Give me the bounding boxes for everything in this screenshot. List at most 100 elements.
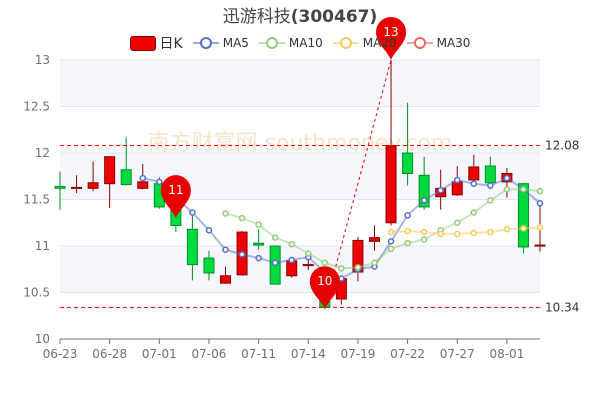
x-tick-label: 07-14 xyxy=(291,347,326,361)
ma-point xyxy=(288,256,295,264)
candle-06-27 xyxy=(87,161,99,192)
ma-point xyxy=(238,251,246,258)
ma-legend-icon xyxy=(406,37,433,49)
ma-point xyxy=(305,250,312,257)
y-tick-label: 10 xyxy=(35,332,50,346)
ma-point xyxy=(255,254,262,262)
ma-point xyxy=(453,176,461,184)
candle-body xyxy=(253,242,265,246)
legend-label: MA20 xyxy=(362,36,397,50)
ma-legend-icon xyxy=(332,37,359,49)
x-tick-label: 07-22 xyxy=(390,347,425,361)
candle-body xyxy=(203,257,215,274)
y-tick-label: 12 xyxy=(35,146,50,160)
legend-label: MA30 xyxy=(436,36,471,50)
candle-body xyxy=(104,156,116,185)
pin-shape xyxy=(376,17,407,61)
legend-item-ma5[interactable]: MA5 xyxy=(192,36,249,50)
legend-item-日k[interactable]: 日K xyxy=(129,33,183,53)
stock-name: 迅游科技 xyxy=(222,7,291,27)
candle-body xyxy=(418,174,430,208)
y-tick-label: 12.5 xyxy=(23,100,50,114)
stock-code: (300467) xyxy=(290,7,378,27)
mark-line-label: 10.34 xyxy=(545,300,579,314)
ma-point xyxy=(470,180,478,187)
y-tick-label: 11.5 xyxy=(23,193,50,207)
ma-point xyxy=(238,214,246,222)
ma-point xyxy=(271,234,279,241)
ma-point xyxy=(420,228,428,236)
legend-item-ma10[interactable]: MA10 xyxy=(258,36,323,50)
candle-07-06 xyxy=(203,250,215,281)
ma-line-ma20 xyxy=(390,226,541,235)
candle-body xyxy=(120,169,132,186)
ma-point xyxy=(503,226,511,233)
ma-point xyxy=(470,209,478,216)
candle-06-24 xyxy=(71,175,83,193)
chart-title: 迅游科技(300467) xyxy=(0,2,600,27)
legend-label: MA5 xyxy=(222,36,249,50)
ma-point xyxy=(288,240,295,248)
y-tick-label: 11 xyxy=(35,239,50,253)
ma-point xyxy=(487,228,494,236)
candle-body xyxy=(402,152,414,174)
ma-point xyxy=(156,178,163,186)
ma-point xyxy=(437,186,444,194)
candle-07-22 xyxy=(402,102,414,186)
candle-08-02 xyxy=(517,182,529,254)
x-tick-label: 07-19 xyxy=(340,347,375,361)
ma-point xyxy=(520,186,527,193)
candle-body xyxy=(137,181,149,189)
candle-07-20 xyxy=(368,225,380,251)
candle-body xyxy=(468,166,480,181)
ma-point xyxy=(222,210,229,217)
candle-06-23 xyxy=(54,171,66,210)
ma-point xyxy=(487,182,494,189)
candle-body xyxy=(368,237,380,242)
ma-point xyxy=(453,230,461,238)
ma-point xyxy=(354,264,362,271)
ma-point xyxy=(205,226,213,234)
ma-point xyxy=(536,199,544,207)
ma-point xyxy=(404,212,411,219)
legend-label: MA10 xyxy=(288,36,323,50)
legend: 日K MA5 MA10 MA20 MA30 xyxy=(0,33,600,53)
mark-pin: 13 xyxy=(376,17,407,61)
ma-point xyxy=(536,187,544,195)
ma-point xyxy=(371,259,378,266)
pin-label: 13 xyxy=(383,25,398,39)
legend-item-ma20[interactable]: MA20 xyxy=(332,36,397,50)
ma-point xyxy=(520,225,527,232)
x-tick-label: 08-01 xyxy=(489,347,524,361)
ma-point xyxy=(387,238,395,245)
watermark: 南方财富网 southmoney.com xyxy=(148,131,453,156)
candle-body xyxy=(186,228,198,266)
x-tick-label: 06-28 xyxy=(92,347,127,361)
pin-shape xyxy=(309,266,340,310)
ma-point xyxy=(139,174,147,182)
y-tick-label: 10.5 xyxy=(23,286,50,300)
ma-point xyxy=(470,229,478,237)
legend-label: 日K xyxy=(159,36,183,52)
ma-point xyxy=(255,221,262,228)
candle-body xyxy=(87,182,99,189)
ma-point xyxy=(503,174,511,182)
candle-body xyxy=(302,264,314,267)
ma-point xyxy=(437,230,444,238)
mark-pin: 10 xyxy=(309,266,340,310)
ma-legend-icon xyxy=(192,37,219,49)
mark-pin: 11 xyxy=(160,175,191,219)
mark-line-label: 12.08 xyxy=(545,139,579,153)
ma-point xyxy=(404,227,411,235)
grid-band xyxy=(60,246,540,293)
ma-point xyxy=(271,259,279,266)
candle-body xyxy=(451,181,463,196)
y-tick-label: 13 xyxy=(35,53,50,67)
grid-band xyxy=(60,153,540,200)
ma-point xyxy=(420,236,428,243)
legend-item-ma30[interactable]: MA30 xyxy=(406,36,471,50)
candle-body xyxy=(54,185,66,189)
candle-body xyxy=(385,145,397,224)
